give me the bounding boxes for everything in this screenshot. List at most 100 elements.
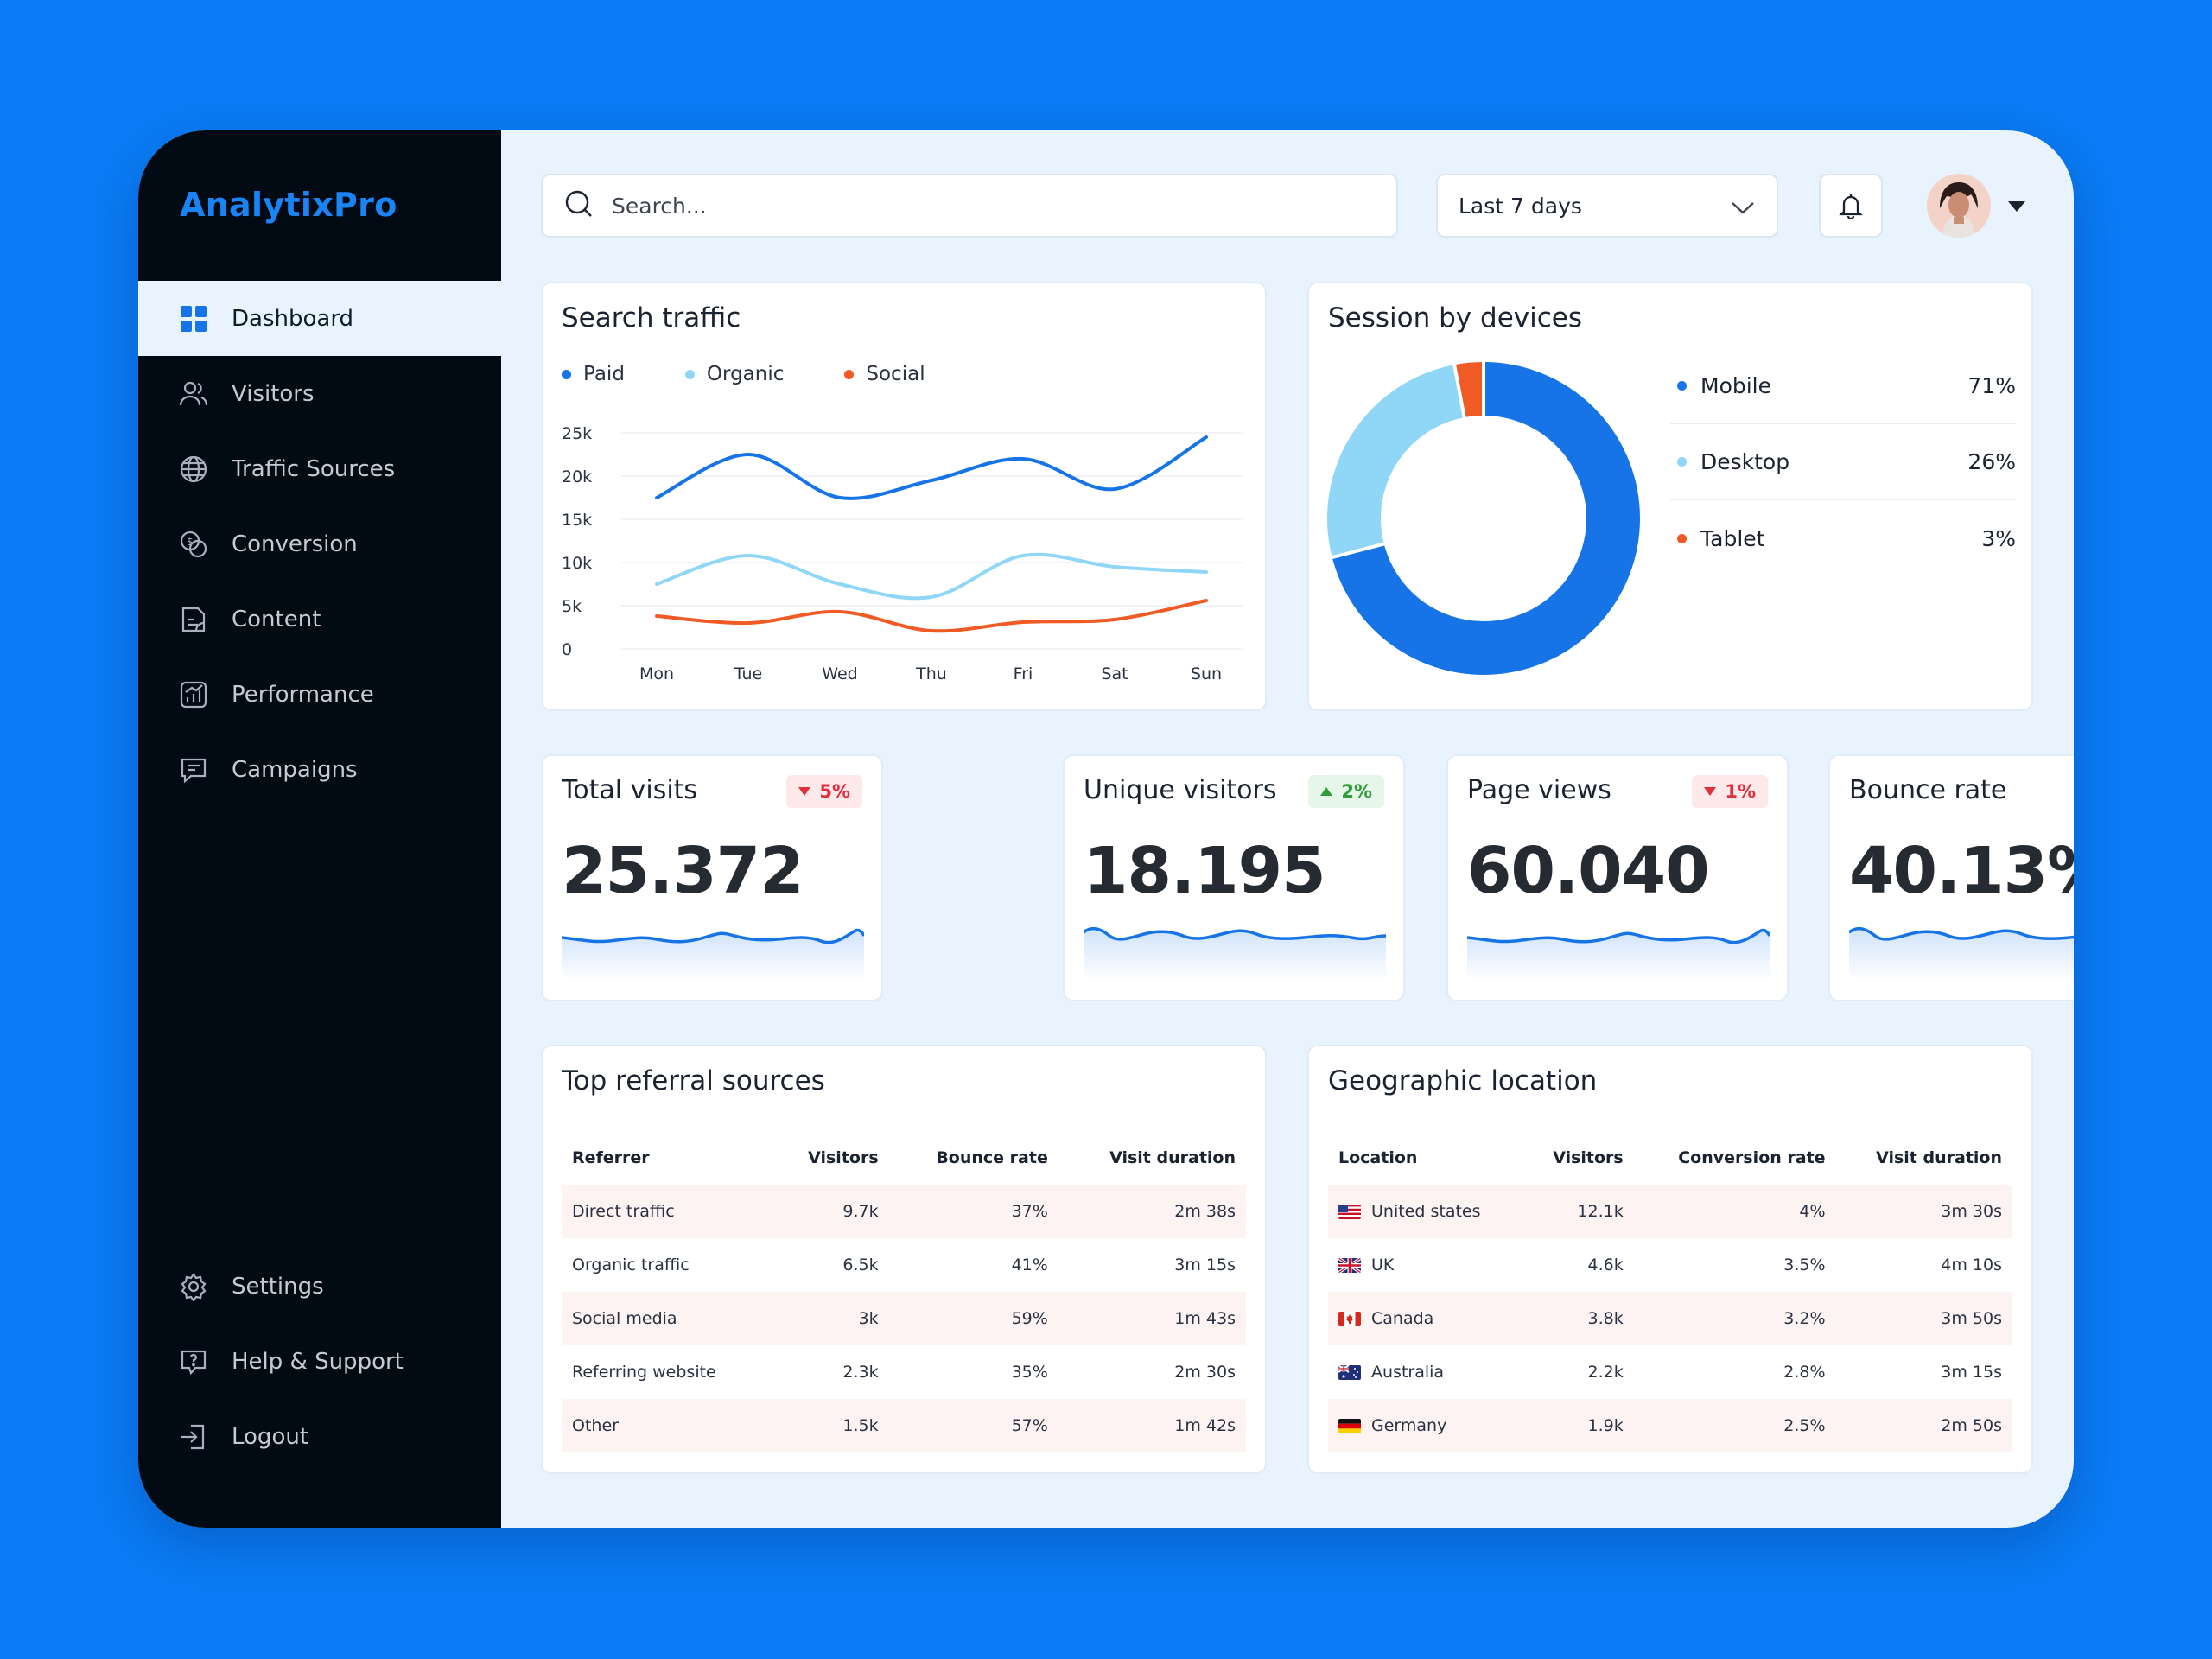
device-label: Desktop xyxy=(1700,449,1790,474)
change-badge: 2% xyxy=(1308,775,1384,808)
kpi-card-unique-visitors: Unique visitors 2% 18.195 xyxy=(1063,754,1405,1001)
table-row[interactable]: Social media 3k 59% 1m 43s xyxy=(562,1292,1246,1345)
bounce-cell: 57% xyxy=(888,1399,1058,1452)
sidebar: AnalytixPro Dashboard Visitors Traffic S… xyxy=(138,130,501,1528)
change-value: 1% xyxy=(1725,781,1756,802)
visitors-cell: 1.9k xyxy=(1523,1399,1634,1452)
column-header[interactable]: Visitors xyxy=(808,1148,879,1167)
sidebar-item-help[interactable]: Help & Support xyxy=(138,1324,501,1399)
device-percent: 3% xyxy=(1981,525,2016,551)
svg-text:$: $ xyxy=(187,536,194,548)
notifications-button[interactable] xyxy=(1819,174,1883,238)
duration-cell: 1m 43s xyxy=(1058,1292,1246,1345)
visitors-cell: 2.2k xyxy=(1587,1363,1624,1382)
sidebar-item-dashboard[interactable]: Dashboard xyxy=(138,281,501,356)
referrer-cell: Social media xyxy=(562,1292,772,1345)
date-range-select[interactable]: Last 7 days xyxy=(1436,174,1778,238)
donut-separator xyxy=(1452,362,1467,420)
legend-label: Organic xyxy=(706,363,785,385)
location-name: UK xyxy=(1371,1255,1395,1274)
caret-down-icon[interactable] xyxy=(2006,198,2027,215)
column-header[interactable]: Referrer xyxy=(572,1148,650,1167)
table-row[interactable]: UK 4.6k 3.5% 4m 10s xyxy=(1328,1238,2012,1292)
date-range-value: Last 7 days xyxy=(1459,193,1582,219)
sidebar-item-logout[interactable]: Logout xyxy=(138,1399,501,1474)
x-tick-label: Sat xyxy=(1101,664,1128,683)
sidebar-item-label: Visitors xyxy=(232,380,315,407)
avatar[interactable] xyxy=(1927,174,1991,238)
germany-flag-icon xyxy=(1338,1419,1361,1433)
search-input[interactable] xyxy=(612,193,1372,219)
globe-icon xyxy=(178,454,209,485)
device-row-tablet: Tablet 3% xyxy=(1670,500,2016,576)
gear-icon xyxy=(178,1271,209,1302)
y-tick-label: 15k xyxy=(562,511,592,530)
users-icon xyxy=(178,378,209,410)
search-traffic-card: Search traffic Paid Organic Social 0 5k 10… xyxy=(541,282,1267,711)
sidebar-item-label: Logout xyxy=(232,1423,309,1450)
kpi-title: Bounce rate xyxy=(1849,775,2007,805)
sidebar-item-label: Help & Support xyxy=(232,1348,404,1375)
table-row[interactable]: Direct traffic 9.7k 37% 2m 38s xyxy=(562,1185,1246,1238)
sidebar-item-label: Content xyxy=(232,606,321,632)
device-percent: 26% xyxy=(1967,449,2016,474)
sidebar-item-content[interactable]: Content xyxy=(138,582,501,657)
search-icon xyxy=(563,188,612,223)
sidebar-item-label: Traffic Sources xyxy=(232,455,396,482)
location-name: Australia xyxy=(1371,1363,1445,1382)
sidebar-item-campaigns[interactable]: Campaigns xyxy=(138,732,501,807)
search-box[interactable] xyxy=(541,174,1398,238)
canada-flag-icon xyxy=(1338,1312,1361,1326)
duration-cell: 3m 15s xyxy=(1174,1255,1236,1274)
chart-icon xyxy=(178,679,209,710)
kpi-value: 25.372 xyxy=(562,834,804,908)
column-header[interactable]: Visitors xyxy=(1553,1148,1624,1167)
table-row[interactable]: Organic traffic 6.5k 41% 3m 15s xyxy=(562,1238,1246,1292)
card-title: Geographic location xyxy=(1328,1065,1598,1096)
sidebar-item-traffic-sources[interactable]: Traffic Sources xyxy=(138,431,501,506)
location-cell: Germany xyxy=(1328,1399,1524,1452)
y-tick-label: 0 xyxy=(562,640,572,659)
device-row-desktop: Desktop 26% xyxy=(1670,424,2016,500)
sidebar-item-conversion[interactable]: $ Conversion xyxy=(138,506,501,582)
duration-cell: 2m 50s xyxy=(1835,1399,2012,1452)
sparkline xyxy=(1084,926,1386,981)
conversion-cell: 3.5% xyxy=(1783,1255,1826,1274)
australia-flag-icon xyxy=(1338,1365,1361,1380)
table-row[interactable]: Australia 2.2k 2.8% 3m 15s xyxy=(1328,1345,2012,1399)
us-flag-icon xyxy=(1338,1205,1361,1219)
column-header[interactable]: Visit duration xyxy=(1109,1148,1236,1167)
donut-separator xyxy=(1330,542,1387,560)
series-line-social xyxy=(655,599,1208,633)
trend-down-icon xyxy=(1704,787,1717,796)
sidebar-item-label: Campaigns xyxy=(232,756,358,783)
visitors-cell: 12.1k xyxy=(1523,1185,1634,1238)
bounce-cell: 35% xyxy=(1011,1363,1048,1382)
table-row[interactable]: Referring website 2.3k 35% 2m 30s xyxy=(562,1345,1246,1399)
table-row[interactable]: Other 1.5k 57% 1m 42s xyxy=(562,1399,1246,1452)
visitors-cell: 2.3k xyxy=(842,1363,879,1382)
chevron-down-icon xyxy=(1732,202,1754,214)
sparkline xyxy=(1849,926,2074,981)
column-header[interactable]: Conversion rate xyxy=(1678,1148,1826,1167)
visitors-cell: 3k xyxy=(772,1292,889,1345)
column-header[interactable]: Location xyxy=(1338,1148,1418,1167)
legend-item-organic: Organic xyxy=(684,363,785,385)
sidebar-item-settings[interactable]: Settings xyxy=(138,1249,501,1324)
y-tick-label: 25k xyxy=(562,424,592,443)
x-tick-label: Tue xyxy=(734,664,762,683)
kpi-card-total-visits: Total visits 5% 25.372 xyxy=(541,754,883,1001)
sidebar-item-visitors[interactable]: Visitors xyxy=(138,356,501,431)
kpi-value: 18.195 xyxy=(1084,834,1326,908)
table-row[interactable]: Canada 3.8k 3.2% 3m 50s xyxy=(1328,1292,2012,1345)
conversion-cell: 4% xyxy=(1633,1185,1836,1238)
change-value: 5% xyxy=(819,781,850,802)
column-header[interactable]: Visit duration xyxy=(1876,1148,2002,1167)
trend-up-icon xyxy=(1320,787,1333,796)
column-header[interactable]: Bounce rate xyxy=(936,1148,1048,1167)
table-row[interactable]: United states 12.1k 4% 3m 30s xyxy=(1328,1185,2012,1238)
x-tick-label: Wed xyxy=(822,664,857,683)
table-row[interactable]: Germany 1.9k 2.5% 2m 50s xyxy=(1328,1399,2012,1452)
sidebar-item-performance[interactable]: Performance xyxy=(138,657,501,732)
change-badge: 1% xyxy=(1692,775,1768,808)
